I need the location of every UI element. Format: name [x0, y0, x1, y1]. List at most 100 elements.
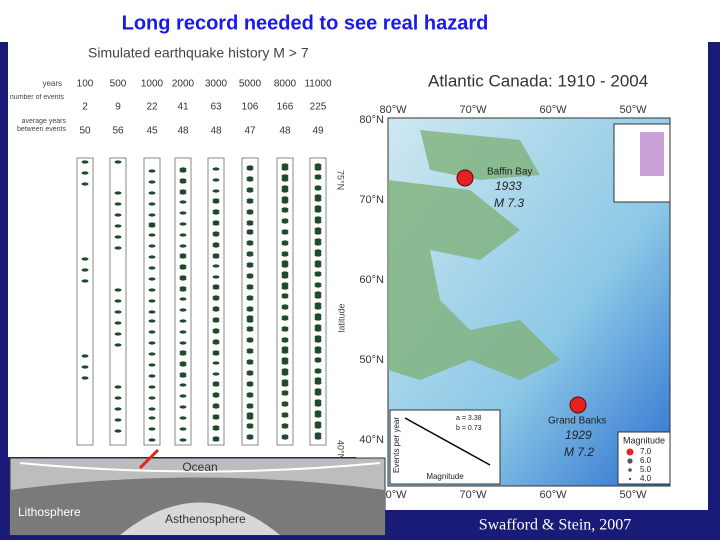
event-dot	[148, 330, 156, 334]
event-dot	[281, 328, 289, 332]
events-value: 22	[146, 102, 158, 113]
lon-label: 50°W	[619, 489, 647, 501]
legend-label: 4.0	[640, 474, 652, 483]
lon-label: 80°W	[379, 489, 407, 501]
event-dot	[246, 319, 254, 323]
event-dot	[81, 376, 89, 380]
event-dot	[246, 308, 254, 312]
event-dot	[314, 284, 322, 288]
years-value: 2000	[172, 79, 195, 90]
event-dot	[246, 405, 254, 409]
land	[388, 180, 560, 380]
event-dot	[246, 189, 254, 193]
event-dot	[148, 396, 156, 400]
event-dot	[246, 286, 254, 290]
map-ticks: 80°W 80°W 70°W 70°W 60°W 60°W 50°W 50°W 80°N 70°N…	[359, 104, 647, 501]
event-dot	[246, 231, 254, 235]
credit: Swafford & Stein, 2007	[479, 517, 632, 534]
lon-label: 50°W	[619, 104, 647, 116]
event-dot	[179, 233, 187, 237]
event-dot	[179, 180, 187, 184]
legend-label: 7.0	[640, 447, 652, 456]
event-dot	[179, 383, 187, 387]
event-dot	[212, 189, 220, 193]
legend-label: 5.0	[640, 465, 652, 474]
event-dot	[314, 187, 322, 191]
event-dot	[179, 297, 187, 301]
event-dot	[179, 191, 187, 195]
event-dot	[212, 330, 220, 334]
years-value: 8000	[274, 79, 297, 90]
event-dot	[114, 235, 122, 239]
event-dot	[114, 343, 122, 347]
slide-title: Long record needed to see real hazard	[122, 12, 489, 34]
event-dot	[281, 178, 289, 182]
lat-label: 75°N	[336, 170, 346, 190]
event-dot	[246, 416, 254, 420]
event-dot	[179, 255, 187, 259]
event-dot	[148, 385, 156, 389]
event-year: 1929	[565, 428, 592, 442]
event-dot	[314, 253, 322, 257]
record-column	[76, 157, 94, 446]
average-value: 47	[244, 126, 256, 137]
years-value: 5000	[239, 79, 262, 90]
average-value: 48	[210, 126, 222, 137]
event-dot	[281, 209, 289, 213]
event-dot	[246, 383, 254, 387]
events-value: 63	[210, 102, 222, 113]
event-dot	[212, 361, 220, 365]
event-dot	[179, 222, 187, 226]
event-dot	[179, 244, 187, 248]
event-dot	[314, 436, 322, 440]
average-value: 49	[312, 126, 324, 137]
event-dot	[148, 427, 156, 431]
events-value: 41	[177, 102, 189, 113]
event-dot	[212, 405, 220, 409]
event-dot	[314, 264, 322, 268]
event-dot	[179, 427, 187, 431]
event-dot	[81, 354, 89, 358]
event-dot	[246, 436, 254, 440]
event-dot	[281, 361, 289, 365]
event-dot	[114, 160, 122, 164]
event-dot	[179, 211, 187, 215]
event-dot	[314, 209, 322, 213]
event-dot	[148, 374, 156, 378]
events-value: 106	[242, 102, 259, 113]
years-value: 100	[77, 79, 94, 90]
years-value: 500	[110, 79, 127, 90]
legend-symbol	[628, 477, 632, 481]
event-dot	[179, 341, 187, 345]
event-dot	[314, 167, 322, 171]
event-dot	[281, 200, 289, 204]
event-dot	[314, 295, 322, 299]
event-dot	[179, 288, 187, 292]
event-dot	[281, 436, 289, 440]
event-dot	[179, 200, 187, 204]
row-label-box: average years between events	[17, 118, 66, 133]
event-dot	[148, 169, 156, 173]
event-dot	[281, 167, 289, 171]
event-dot	[281, 317, 289, 321]
legend-entries: 7.06.05.04.0	[626, 447, 652, 483]
event-dot	[314, 317, 322, 321]
average-value: 45	[146, 126, 158, 137]
event-dot	[81, 268, 89, 272]
event-dot	[114, 418, 122, 422]
event-dot	[148, 299, 156, 303]
event-dot	[314, 198, 322, 202]
event-dot	[212, 200, 220, 204]
years-value: 3000	[205, 79, 228, 90]
event-dot	[114, 321, 122, 325]
event-dot	[212, 233, 220, 237]
event-dot	[81, 182, 89, 186]
event-dot	[281, 242, 289, 246]
event-dot	[281, 383, 289, 387]
event-dot	[148, 416, 156, 420]
event-dot	[179, 330, 187, 334]
event-dot	[179, 352, 187, 356]
event-dot	[148, 255, 156, 259]
event-dot	[281, 275, 289, 279]
event-dot	[212, 352, 220, 356]
